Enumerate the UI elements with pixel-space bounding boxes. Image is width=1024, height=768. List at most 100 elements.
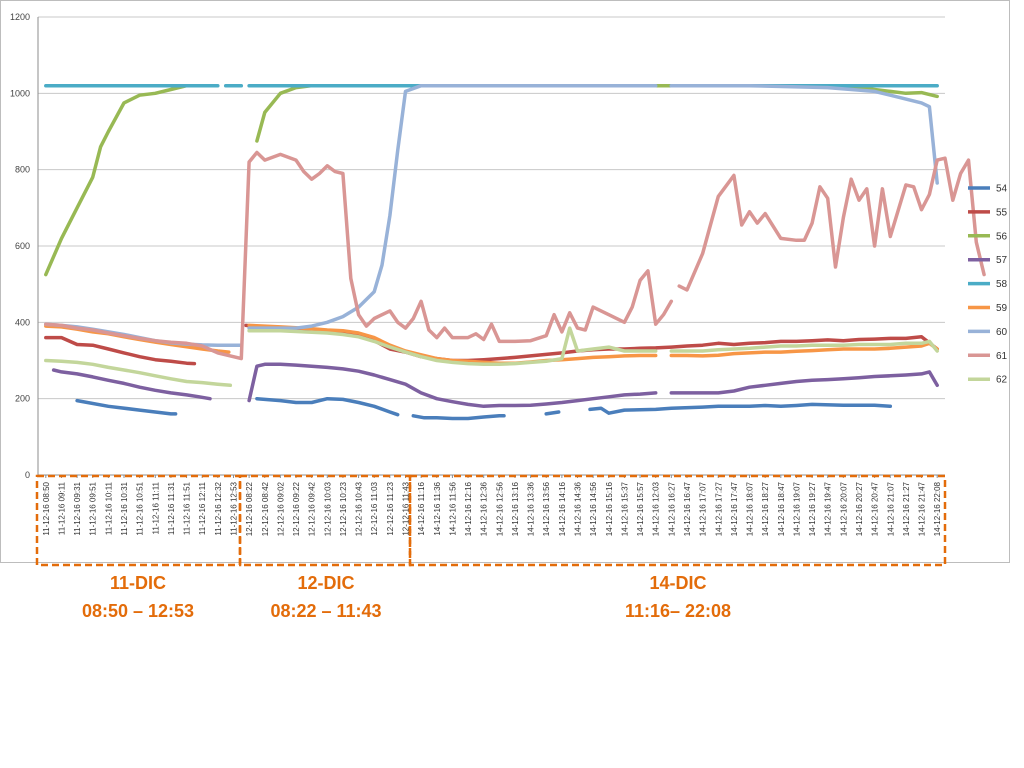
legend-label-59: 59 xyxy=(996,303,1008,314)
x-tick-label: 11-12-16 12:11 xyxy=(198,481,207,535)
x-tick-label: 12-12-16 09:42 xyxy=(308,481,317,536)
x-tick-label: 11-12-16 10:31 xyxy=(120,481,129,535)
x-tick-label: 11-12-16 09:31 xyxy=(73,481,82,535)
group-label: 11-DIC xyxy=(110,573,166,593)
x-tick-label: 12-12-16 08:22 xyxy=(245,481,254,536)
legend-label-54: 54 xyxy=(996,184,1008,195)
x-axis: 11-12-16 08:50 11-12-16 09:11 11-12-16 09:… xyxy=(42,475,942,536)
x-tick-label: 14-12-16 11:36 xyxy=(433,481,442,535)
y-tick-label: 400 xyxy=(15,317,30,327)
group-box xyxy=(408,474,947,567)
chart-border xyxy=(0,0,1010,563)
group-annotations: 11-DIC 08:50 – 12:53 12-DIC 08:22 – 11:43 14… xyxy=(35,474,947,621)
x-tick-label: 14-12-16 11:56 xyxy=(448,481,457,535)
x-tick-label: 12-12-16 10:43 xyxy=(355,481,364,536)
x-tick-label: 14-12-16 22:08 xyxy=(933,481,942,536)
x-tick-label: 14-12-16 14:56 xyxy=(589,481,598,536)
x-tick-label: 14-12-16 17:07 xyxy=(699,481,708,536)
x-tick-label: 14-12-16 14:16 xyxy=(558,481,567,536)
x-tick-label: 14-12-16 11:16 xyxy=(417,481,426,535)
legend-label-58: 58 xyxy=(996,279,1008,290)
x-tick-label: 14-12-16 20:47 xyxy=(871,481,880,536)
series-line-57 xyxy=(51,368,212,401)
x-tick-label: 14-12-16 21:07 xyxy=(886,481,895,536)
gridlines xyxy=(38,16,945,476)
series-line-59 xyxy=(669,341,939,358)
x-tick-label: 12-12-16 10:03 xyxy=(323,481,332,536)
x-tick-label: 12-12-16 08:42 xyxy=(261,481,270,536)
x-tick-label: 11-12-16 10:11 xyxy=(104,481,113,535)
x-tick-label: 12-12-16 11:23 xyxy=(386,481,395,535)
series-lines xyxy=(44,83,986,421)
x-tick-label: 12-12-16 09:22 xyxy=(292,481,301,536)
series-line-54 xyxy=(544,410,561,416)
x-tick-label: 11-12-16 11:31 xyxy=(167,481,176,535)
legend-label-61: 61 xyxy=(996,351,1008,362)
x-tick-label: 14-12-16 15:57 xyxy=(636,481,645,536)
series-line-61 xyxy=(677,156,986,292)
y-tick-label: 1200 xyxy=(10,12,30,22)
series-line-60 xyxy=(247,83,658,330)
series-line-62 xyxy=(669,339,939,353)
legend-label-62: 62 xyxy=(996,375,1008,386)
x-tick-label: 14-12-16 15:37 xyxy=(620,481,629,536)
y-tick-label: 0 xyxy=(25,470,30,480)
x-tick-label: 12-12-16 10:23 xyxy=(339,481,348,536)
x-tick-label: 14-12-16 14:36 xyxy=(574,481,583,536)
x-tick-label: 14-12-16 13:56 xyxy=(542,481,551,536)
series-line-59 xyxy=(247,323,658,365)
series-line-62 xyxy=(247,326,658,367)
group-label: 14-DIC xyxy=(649,573,706,593)
group-time-range: 08:22 – 11:43 xyxy=(270,601,381,621)
y-tick-label: 800 xyxy=(15,165,30,175)
series-line-61 xyxy=(44,150,674,361)
legend-label-57: 57 xyxy=(996,255,1008,266)
x-tick-label: 14-12-16 18:07 xyxy=(746,481,755,536)
x-tick-label: 14-12-16 15:16 xyxy=(605,481,614,536)
x-tick-label: 14-12-16 16:47 xyxy=(683,481,692,536)
x-tick-label: 14-12-16 18:47 xyxy=(777,481,786,536)
series-line-62 xyxy=(44,358,233,388)
x-tick-label: 12-12-16 11:03 xyxy=(370,481,379,535)
group-label: 12-DIC xyxy=(297,573,354,593)
x-tick-label: 14-12-16 12:56 xyxy=(495,481,504,536)
y-tick-label: 1000 xyxy=(10,88,30,98)
x-tick-label: 14-12-16 20:07 xyxy=(839,481,848,536)
legend: 54 55 56 57 58 59 60 61 62 xyxy=(968,184,1008,386)
x-tick-label: 11-12-16 08:50 xyxy=(42,481,51,535)
x-tick-label: 14-12-16 16:27 xyxy=(667,481,676,536)
series-line-60 xyxy=(669,83,939,185)
x-tick-label: 14-12-16 12:16 xyxy=(464,481,473,536)
x-tick-label: 14-12-16 13:36 xyxy=(527,481,536,536)
x-tick-label: 12-12-16 11:43 xyxy=(401,481,410,535)
x-tick-label: 14-12-16 19:07 xyxy=(792,481,801,536)
x-tick-label: 11-12-16 09:11 xyxy=(57,481,66,535)
x-tick-label: 11-12-16 09:51 xyxy=(89,481,98,535)
x-tick-label: 12-12-16 09:02 xyxy=(276,481,285,536)
series-line-54 xyxy=(75,398,178,416)
x-tick-label: 11-12-16 12:32 xyxy=(214,481,223,535)
series-line-54 xyxy=(255,396,400,417)
x-tick-label: 11-12-16 11:11 xyxy=(151,481,160,534)
x-tick-label: 11-12-16 12:53 xyxy=(229,481,238,535)
x-tick-label: 14-12-16 12:03 xyxy=(652,481,661,536)
x-tick-label: 14-12-16 13:16 xyxy=(511,481,520,536)
legend-label-56: 56 xyxy=(996,231,1008,242)
x-tick-label: 11-12-16 11:51 xyxy=(183,481,192,535)
series-line-55 xyxy=(44,335,197,366)
x-tick-label: 14-12-16 21:47 xyxy=(918,481,927,536)
x-tick-label: 14-12-16 17:47 xyxy=(730,481,739,536)
series-line-57 xyxy=(669,370,939,395)
group-time-range: 11:16– 22:08 xyxy=(625,601,731,621)
plot-frame xyxy=(0,0,1010,563)
x-tick-label: 14-12-16 21:27 xyxy=(902,481,911,536)
y-tick-label: 600 xyxy=(15,241,30,251)
x-tick-label: 14-12-16 17:27 xyxy=(714,481,723,536)
x-tick-label: 14-12-16 18:27 xyxy=(761,481,770,536)
series-line-57 xyxy=(247,362,658,409)
x-tick-label: 11-12-16 10:51 xyxy=(136,481,145,535)
y-axis: 0 200 400 600 800 1000 1200 xyxy=(10,12,39,480)
series-line-56 xyxy=(44,83,204,277)
x-tick-label: 14-12-16 19:27 xyxy=(808,481,817,536)
group-time-range: 08:50 – 12:53 xyxy=(82,601,194,621)
